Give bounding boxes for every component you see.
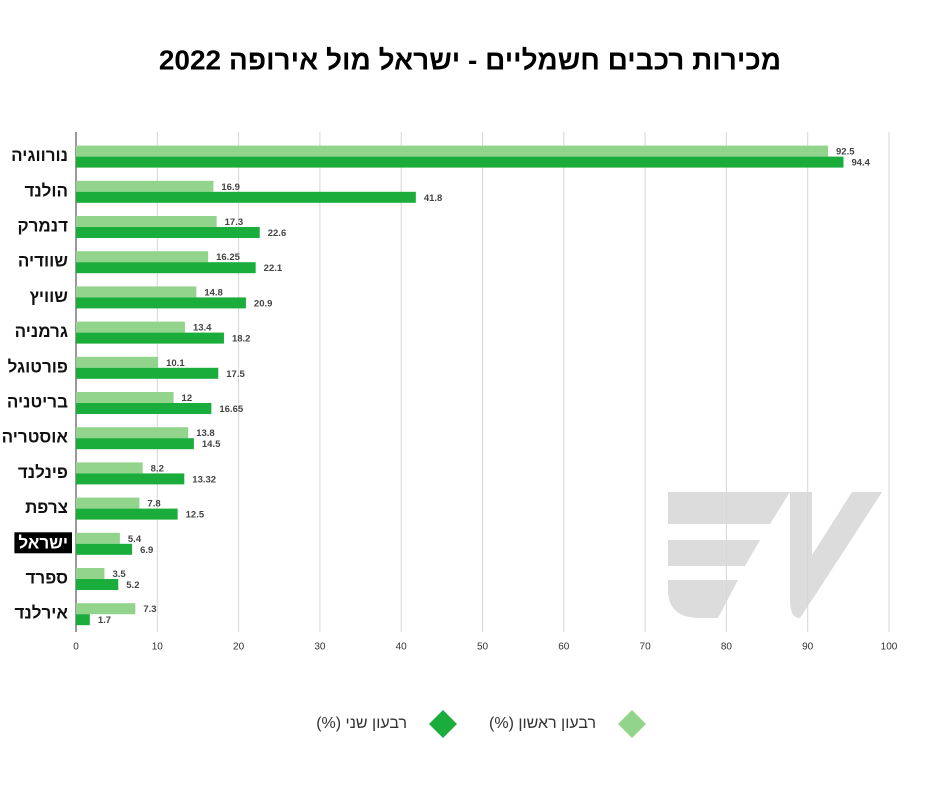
value-label: 13.8 bbox=[196, 428, 215, 439]
x-tick-label: 50 bbox=[477, 642, 489, 653]
value-label: 7.8 bbox=[147, 499, 160, 510]
bar bbox=[76, 614, 90, 626]
category-label: ספרד bbox=[26, 568, 68, 587]
bar bbox=[76, 532, 120, 544]
bar bbox=[76, 251, 209, 263]
category-label: הולנד bbox=[24, 181, 68, 200]
bar bbox=[76, 332, 224, 344]
value-label: 12.5 bbox=[186, 510, 205, 521]
category-label: דנמרק bbox=[18, 216, 69, 235]
x-tick-label: 100 bbox=[881, 642, 898, 653]
category-label: צרפת bbox=[25, 498, 68, 517]
bar bbox=[76, 438, 194, 450]
x-tick-label: 10 bbox=[152, 642, 164, 653]
bar bbox=[76, 191, 416, 203]
bar bbox=[76, 356, 159, 368]
bar bbox=[76, 403, 212, 414]
value-label: 5.2 bbox=[126, 580, 139, 591]
category-label: אוסטריה bbox=[2, 428, 69, 447]
value-label: 94.4 bbox=[851, 158, 870, 169]
bar bbox=[76, 392, 174, 403]
bar bbox=[76, 321, 185, 333]
x-tick-label: 30 bbox=[314, 642, 326, 653]
value-label: 16.25 bbox=[216, 252, 240, 263]
value-label: 16.65 bbox=[219, 404, 243, 415]
x-tick-label: 0 bbox=[73, 642, 79, 653]
value-label: 20.9 bbox=[254, 298, 272, 309]
category-label: פורטוגל bbox=[8, 357, 68, 376]
value-label: 14.8 bbox=[204, 287, 223, 298]
bar bbox=[76, 579, 119, 590]
value-label: 17.5 bbox=[226, 369, 245, 380]
chart-title: מכירות רכבים חשמליים - ישראל מול אירופה … bbox=[159, 44, 781, 75]
category-label: נורווגיה bbox=[11, 146, 68, 165]
value-label: 22.1 bbox=[264, 263, 283, 274]
value-label: 92.5 bbox=[836, 147, 855, 158]
category-label: אירלנד bbox=[15, 604, 69, 623]
legend-marker bbox=[429, 710, 457, 738]
category-highlight bbox=[14, 532, 72, 554]
value-label: 10.1 bbox=[166, 358, 185, 369]
value-label: 17.3 bbox=[225, 217, 244, 228]
x-tick-label: 90 bbox=[802, 642, 814, 653]
bar bbox=[76, 543, 133, 555]
bar bbox=[76, 473, 185, 485]
watermark-logo bbox=[668, 492, 882, 618]
value-label: 18.2 bbox=[232, 334, 251, 345]
x-tick-label: 40 bbox=[396, 642, 408, 653]
value-label: 3.5 bbox=[112, 569, 126, 580]
value-label: 7.3 bbox=[143, 604, 156, 615]
legend-label: רבעון שני (%) bbox=[316, 715, 407, 732]
category-label: גרמניה bbox=[15, 322, 68, 341]
bar bbox=[76, 156, 844, 168]
bar bbox=[76, 180, 214, 192]
value-label: 13.4 bbox=[193, 323, 212, 334]
value-label: 22.6 bbox=[268, 228, 287, 239]
bar bbox=[76, 286, 197, 298]
bar bbox=[76, 462, 143, 474]
bar bbox=[76, 497, 140, 509]
bar bbox=[76, 427, 189, 439]
x-tick-label: 20 bbox=[233, 642, 245, 653]
legend-marker bbox=[618, 710, 646, 738]
category-label: פינלנד bbox=[18, 463, 68, 482]
bar bbox=[76, 603, 136, 615]
value-label: 13.32 bbox=[192, 474, 216, 485]
bar bbox=[76, 145, 829, 157]
category-label: ישראל bbox=[18, 533, 68, 552]
x-tick-label: 80 bbox=[721, 642, 733, 653]
value-label: 41.8 bbox=[424, 193, 443, 204]
bar bbox=[76, 508, 178, 520]
category-label: שוויץ bbox=[30, 287, 69, 306]
bar bbox=[76, 227, 260, 238]
x-tick-label: 70 bbox=[640, 642, 652, 653]
bar bbox=[76, 367, 219, 379]
value-label: 1.7 bbox=[98, 615, 111, 626]
value-label: 16.9 bbox=[221, 182, 240, 193]
legend-label: רבעון ראשון (%) bbox=[489, 715, 596, 732]
bar bbox=[76, 297, 246, 309]
value-label: 12 bbox=[182, 393, 193, 404]
value-label: 14.5 bbox=[202, 439, 221, 450]
category-label: שוודיה bbox=[18, 252, 68, 271]
bar bbox=[76, 216, 217, 227]
category-label: בריטניה bbox=[7, 392, 68, 411]
bar bbox=[76, 568, 105, 579]
x-tick-label: 60 bbox=[558, 642, 570, 653]
value-label: 6.9 bbox=[140, 545, 153, 556]
value-label: 8.2 bbox=[151, 463, 164, 474]
bar bbox=[76, 262, 256, 274]
value-label: 5.4 bbox=[128, 534, 142, 545]
